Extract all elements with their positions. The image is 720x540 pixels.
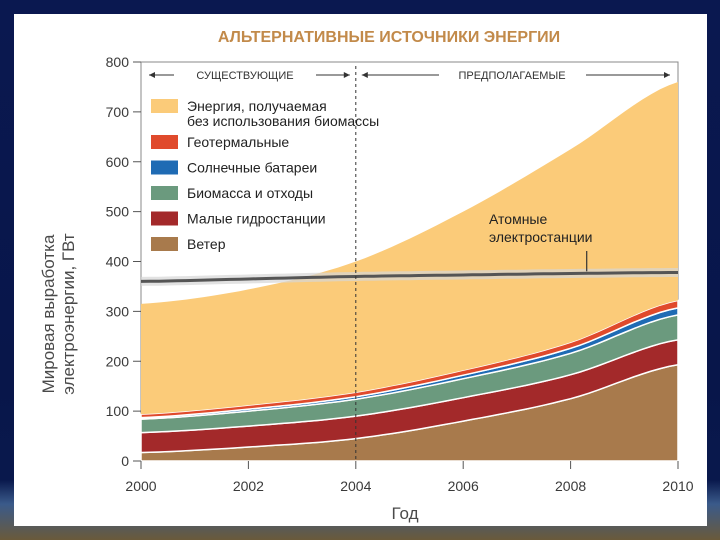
legend-swatch — [151, 99, 178, 113]
y-tick-label: 800 — [106, 54, 130, 70]
legend-label: Солнечные батареи — [187, 160, 317, 176]
legend-label: Малые гидростанции — [187, 211, 326, 227]
y-tick-label: 700 — [106, 104, 130, 120]
period-existing-label: СУЩЕСТВУЮЩИЕ — [196, 70, 293, 82]
period-projected-label: ПРЕДПОЛАГАЕМЫЕ — [458, 70, 565, 82]
period-existing-arrow-left — [149, 72, 155, 78]
y-tick-label: 600 — [106, 154, 130, 170]
area-series-5 — [141, 82, 678, 415]
nuclear-label-line2: электростанции — [489, 229, 593, 245]
x-tick-label: 2008 — [555, 478, 586, 494]
legend-swatch — [151, 135, 178, 149]
y-tick-label: 200 — [106, 353, 130, 369]
legend-label: Геотермальные — [187, 134, 289, 150]
x-tick-label: 2002 — [233, 478, 264, 494]
chart-svg: АЛЬТЕРНАТИВНЫЕ ИСТОЧНИКИ ЭНЕРГИИ Мировая… — [39, 29, 694, 523]
legend-swatch — [151, 186, 178, 200]
y-tick-label: 0 — [121, 453, 129, 469]
x-axis-label: Год — [391, 504, 418, 523]
chart-title: АЛЬТЕРНАТИВНЫЕ ИСТОЧНИКИ ЭНЕРГИИ — [218, 29, 560, 46]
x-tick-label: 2004 — [340, 478, 371, 494]
y-tick-label: 300 — [106, 303, 130, 319]
y-tick-label: 100 — [106, 403, 130, 419]
period-projected-arrow-left — [361, 72, 368, 78]
legend-label: Энергия, получаемая — [187, 98, 327, 114]
legend-label: Ветер — [187, 236, 226, 252]
y-tick-label: 500 — [106, 204, 130, 220]
legend-swatch — [151, 160, 178, 175]
period-projected-arrow-right — [664, 72, 670, 78]
chart-card: АЛЬТЕРНАТИВНЫЕ ИСТОЧНИКИ ЭНЕРГИИ Мировая… — [14, 14, 707, 526]
x-tick-label: 2006 — [448, 478, 479, 494]
nuclear-line — [140, 271, 678, 283]
x-tick-label: 2000 — [125, 478, 156, 494]
period-existing-arrow-right — [343, 72, 350, 78]
y-axis-label-line1: Мировая выработка — [39, 234, 58, 393]
area-series-4 — [140, 299, 679, 419]
legend-swatch — [151, 211, 178, 226]
legend-label: без использования биомассы — [187, 113, 379, 129]
legend-swatch — [151, 237, 178, 251]
y-tick-label: 400 — [106, 254, 130, 270]
x-tick-label: 2010 — [662, 478, 693, 494]
legend-label: Биомасса и отходы — [187, 185, 313, 201]
nuclear-label-line1: Атомные — [489, 211, 547, 227]
y-axis-label-line2: электроэнергии, ГВт — [59, 233, 78, 395]
